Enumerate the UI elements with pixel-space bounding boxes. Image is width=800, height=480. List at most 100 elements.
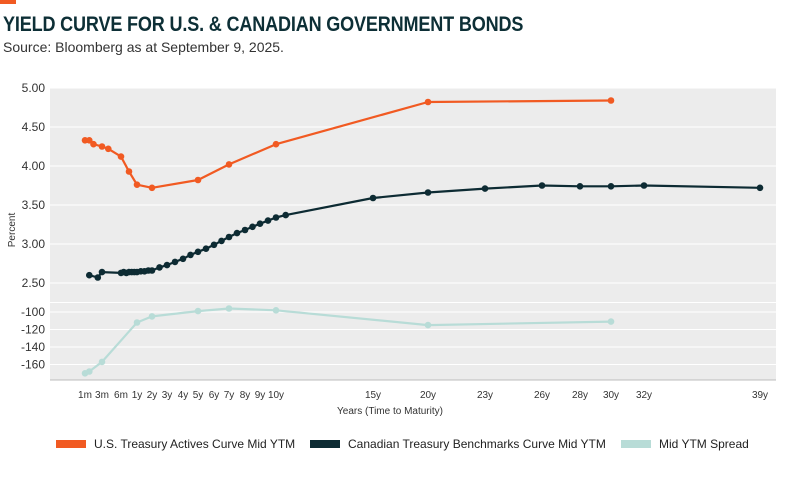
data-point-canada-treasury [218,237,225,245]
x-tick-label: 6y [209,390,220,401]
x-axis-title: Years (Time to Maturity) [337,406,443,417]
legend-swatch-us [56,440,86,448]
data-point-us-treasury [607,97,615,104]
data-point-us-treasury [125,168,133,175]
x-tick-label: 15y [365,390,381,401]
x-tick-label: 10y [268,390,284,401]
data-point-mid-ytm-spread [98,358,106,366]
chart-legend: U.S. Treasury Actives Curve Mid YTM Cana… [0,437,800,457]
y-tick-label: -140 [21,340,45,354]
data-point-canada-treasury [241,226,249,234]
x-tick-label: 28y [572,390,588,401]
plot-area [50,88,776,380]
data-point-canada-treasury [424,189,432,196]
data-point-canada-treasury [94,274,102,281]
legend-swatch-ca [310,440,340,448]
data-point-canada-treasury [282,211,290,219]
y-tick-label: 5.00 [22,81,46,95]
data-point-canada-treasury [640,182,648,189]
series-line-mid-ytm-spread [84,307,612,375]
data-point-canada-treasury [481,185,489,192]
chart-subtitle: Source: Bloomberg as at September 9, 202… [3,39,284,55]
y-tick-label: -160 [21,358,45,372]
data-point-mid-ytm-spread [225,305,233,312]
data-point-us-treasury [148,184,156,192]
x-tick-label: 6m [114,390,128,401]
data-point-canada-treasury [272,214,280,221]
y-tick-label: 3.00 [22,237,46,251]
x-tick-label: 7y [224,390,235,401]
x-tick-label: 23y [477,390,493,401]
chart-title: YIELD CURVE FOR U.S. & CANADIAN GOVERNME… [3,13,524,36]
x-tick-label: 4y [178,390,189,401]
data-point-mid-ytm-spread [133,319,141,326]
data-point-canada-treasury [187,251,194,259]
data-point-canada-treasury [163,261,171,269]
data-point-canada-treasury [86,271,93,279]
data-point-us-treasury [86,137,93,144]
data-point-mid-ytm-spread [194,307,202,315]
data-point-canada-treasury [576,183,584,190]
data-point-canada-treasury [194,248,202,256]
x-tick-label: 20y [420,390,436,401]
data-point-mid-ytm-spread [424,321,432,329]
data-point-canada-treasury [202,245,210,252]
data-point-canada-treasury [98,268,106,276]
x-tick-label: 30y [603,390,619,401]
y-tick-label: 3.50 [22,198,46,212]
y-axis-title: Percent [7,213,18,248]
x-tick-label: 1m [78,390,92,401]
data-point-canada-treasury [607,183,615,190]
x-tick-label: 39y [752,390,768,401]
data-point-canada-treasury [756,184,764,192]
x-tick-label: 1y [132,390,143,401]
data-point-us-treasury [194,176,202,184]
data-point-mid-ytm-spread [272,307,280,314]
data-point-us-treasury [98,143,106,150]
data-point-canada-treasury [538,182,546,189]
x-tick-label: 8y [240,390,251,401]
x-tick-label: 32y [636,390,652,401]
data-point-canada-treasury [264,217,272,224]
y-tick-label: 4.50 [22,120,46,134]
data-point-canada-treasury [156,264,163,271]
data-point-us-treasury [272,140,280,148]
y-tick-label: -120 [21,323,45,337]
data-point-canada-treasury [233,229,241,237]
data-point-canada-treasury [256,220,264,227]
x-tick-label: 26y [534,390,550,401]
data-point-us-treasury [133,181,141,188]
data-point-canada-treasury [179,255,187,263]
data-point-us-treasury [90,140,97,148]
data-point-canada-treasury [249,223,256,231]
data-point-mid-ytm-spread [607,318,615,325]
data-point-canada-treasury [210,241,218,249]
data-point-canada-treasury [225,233,233,241]
x-tick-label: 3y [162,390,173,401]
legend-label-spread: Mid YTM Spread [659,437,749,451]
data-point-mid-ytm-spread [86,368,93,375]
x-tick-label: 3m [95,390,109,401]
data-point-us-treasury [424,98,432,106]
legend-item-spread: Mid YTM Spread [621,437,749,451]
x-tick-label: 9y [255,390,266,401]
x-tick-label: 2y [147,390,158,401]
data-point-us-treasury [117,153,125,160]
accent-tab [0,0,16,4]
data-point-us-treasury [225,161,233,168]
legend-swatch-spread [621,440,651,448]
legend-item-us: U.S. Treasury Actives Curve Mid YTM [56,437,295,451]
data-point-mid-ytm-spread [148,313,156,320]
y-tick-label: -100 [21,305,45,319]
data-point-canada-treasury [369,194,377,202]
data-point-canada-treasury [148,267,156,274]
data-point-canada-treasury [171,258,179,266]
legend-item-ca: Canadian Treasury Benchmarks Curve Mid Y… [310,437,606,451]
y-tick-label: 4.00 [22,159,46,173]
legend-label-us: U.S. Treasury Actives Curve Mid YTM [94,437,296,451]
legend-label-ca: Canadian Treasury Benchmarks Curve Mid Y… [348,437,606,451]
x-tick-label: 5y [193,390,204,401]
y-tick-label: 2.50 [22,276,46,290]
data-point-us-treasury [105,145,112,153]
